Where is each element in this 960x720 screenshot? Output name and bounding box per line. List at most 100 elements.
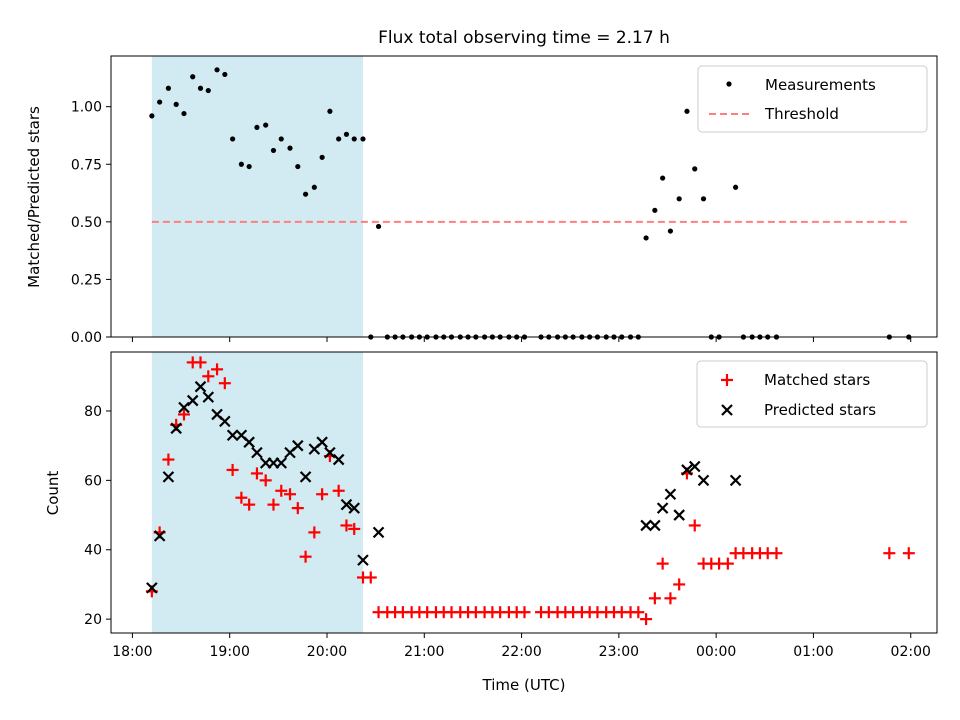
predicted-star-point xyxy=(372,526,385,539)
matched-star-point xyxy=(308,526,321,539)
legend-matched-label: Matched stars xyxy=(764,371,870,389)
predicted-star-point xyxy=(649,519,661,532)
measurement-point xyxy=(643,235,649,241)
matched-star-point xyxy=(202,370,215,383)
measurement-point xyxy=(149,113,155,119)
x-tick-label: 00:00 xyxy=(696,644,736,660)
x-tick-label: 18:00 xyxy=(112,644,152,660)
measurement-point xyxy=(222,71,228,78)
matched-star-point xyxy=(332,484,345,497)
predicted-star-points xyxy=(146,380,742,594)
top-axes-frame xyxy=(110,55,938,338)
predicted-star-point xyxy=(202,391,215,403)
matched-star-point xyxy=(211,363,224,376)
matched-star-point xyxy=(364,571,377,584)
y-tick-label: 20 xyxy=(84,612,102,628)
matched-star-point xyxy=(218,377,231,390)
predicted-star-point xyxy=(673,509,685,521)
y-tick-label: 40 xyxy=(84,543,102,559)
bottom-axes-frame xyxy=(110,351,938,634)
predicted-star-point xyxy=(681,464,693,476)
predicted-star-point xyxy=(243,436,255,448)
top-x-ticks xyxy=(131,337,912,342)
measurement-point xyxy=(684,108,690,114)
matched-star-point xyxy=(664,592,677,605)
measurement-point xyxy=(295,163,301,170)
measurement-point xyxy=(173,101,179,107)
predicted-star-point xyxy=(275,457,288,469)
top-y-ticks: 0.00 0.25 0.50 0.75 1.00 xyxy=(71,100,111,346)
measurement-point xyxy=(336,136,342,142)
predicted-star-point xyxy=(251,446,263,459)
predicted-star-point xyxy=(146,582,158,594)
matched-star-point xyxy=(648,592,661,605)
matched-star-point xyxy=(226,463,239,476)
measurement-point xyxy=(197,85,204,91)
predicted-star-point xyxy=(332,453,345,466)
matched-star-point xyxy=(902,547,915,560)
predicted-star-point xyxy=(178,401,190,414)
predicted-star-point xyxy=(153,530,166,542)
measurement-point xyxy=(214,67,220,73)
x-tick-label: 19:00 xyxy=(210,644,250,660)
predicted-star-point xyxy=(357,554,369,566)
bottom-shaded-span xyxy=(151,352,363,633)
x-tick-label: 22:00 xyxy=(501,644,541,660)
measurement-point xyxy=(319,154,325,160)
top-y-axis-label: Matched/Predicted stars xyxy=(25,106,43,288)
y-tick-label: 60 xyxy=(84,473,102,489)
matched-star-point xyxy=(162,453,175,466)
predicted-star-point xyxy=(170,422,182,435)
measurement-point xyxy=(311,184,317,190)
y-tick-label: 0.50 xyxy=(71,215,102,231)
measurement-point xyxy=(205,87,211,94)
y-tick-label: 0.75 xyxy=(71,157,102,173)
measurement-point xyxy=(254,124,260,131)
predicted-star-point xyxy=(348,502,361,514)
measurement-point xyxy=(692,166,698,172)
matched-star-point xyxy=(291,502,304,515)
bottom-y-axis-label: Count xyxy=(44,471,62,516)
measurement-point xyxy=(343,131,350,137)
matched-star-point xyxy=(673,578,686,591)
measurement-point xyxy=(351,136,357,142)
measurement-point xyxy=(157,99,163,105)
measurement-point xyxy=(700,196,707,202)
y-tick-label: 1.00 xyxy=(71,100,102,116)
matched-star-point xyxy=(632,606,645,619)
measurement-point xyxy=(238,161,244,167)
measurement-point xyxy=(165,85,172,91)
predicted-star-point xyxy=(292,439,304,452)
matched-star-point xyxy=(259,474,272,487)
predicted-star-point xyxy=(299,471,312,483)
y-tick-label: 0.25 xyxy=(71,272,102,288)
x-tick-label: 23:00 xyxy=(599,644,639,660)
measurement-point xyxy=(287,145,293,151)
x-tick-label: 02:00 xyxy=(891,644,931,660)
matched-star-point xyxy=(177,408,190,421)
matched-star-point xyxy=(299,550,312,563)
measurement-point xyxy=(660,175,666,181)
legend-predicted-marker xyxy=(721,404,733,416)
measurement-point xyxy=(375,223,382,230)
predicted-star-point xyxy=(340,498,353,511)
legend-measurements-marker xyxy=(726,81,732,87)
chart-title: Flux total observing time = 2.17 h xyxy=(378,28,670,48)
predicted-star-point xyxy=(729,474,742,487)
predicted-star-point xyxy=(697,474,710,487)
measurement-point xyxy=(327,108,333,114)
measurement-point xyxy=(676,196,682,202)
bottom-legend: Matched stars Predicted stars xyxy=(696,360,928,428)
bottom-x-ticks: 18:00 19:00 20:00 21:00 22:00 23:00 00:00 01:00… xyxy=(112,633,931,660)
top-shaded-span xyxy=(151,56,363,337)
matched-star-point xyxy=(688,519,701,532)
x-tick-label: 21:00 xyxy=(404,644,444,660)
matched-star-point xyxy=(267,498,280,511)
measurement-point xyxy=(246,163,252,170)
matched-star-point xyxy=(640,613,653,626)
measurement-point xyxy=(733,184,739,190)
matched-star-point xyxy=(194,356,207,369)
matched-star-point xyxy=(883,547,896,560)
predicted-star-point xyxy=(640,519,652,532)
